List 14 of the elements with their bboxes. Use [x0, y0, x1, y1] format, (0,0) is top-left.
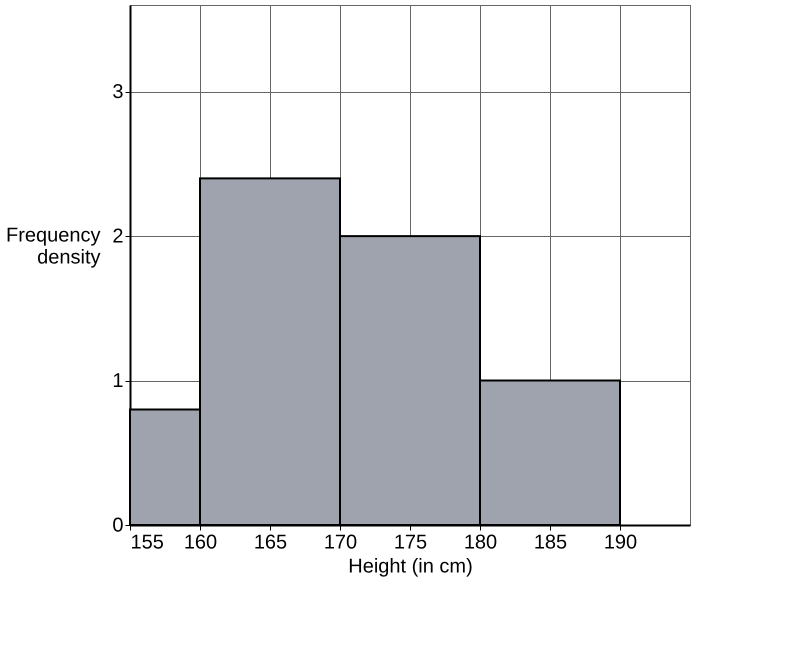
y-tick-label: 1	[112, 370, 124, 392]
y-tick-label: 0	[112, 514, 124, 536]
x-tick-label: 170	[324, 532, 358, 554]
y-tick-label: 3	[112, 81, 124, 104]
x-tick-label: 155	[130, 532, 164, 554]
x-tick-label: 185	[534, 532, 568, 554]
x-tick-label: 190	[604, 532, 638, 554]
y-tick-label: 2	[112, 226, 124, 248]
y-axis-title: Frequency density	[6, 224, 100, 268]
x-tick-label: 180	[464, 532, 498, 554]
x-tick-label: 165	[254, 532, 288, 554]
x-tick-label: 175	[394, 532, 428, 554]
x-axis-title: Height (in cm)	[348, 556, 473, 578]
x-tick-label: 160	[184, 532, 218, 554]
